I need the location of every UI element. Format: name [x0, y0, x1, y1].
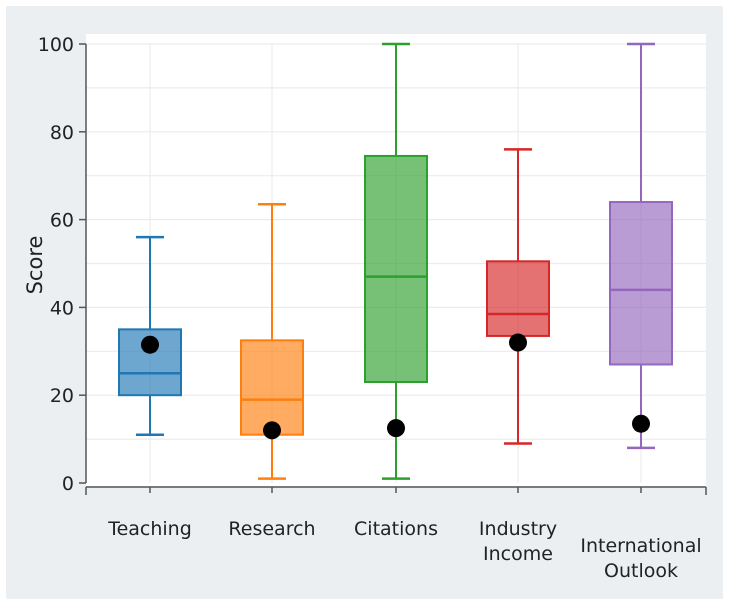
y-tick-label: 80: [50, 122, 74, 144]
highlight-point: [632, 414, 650, 433]
y-axis-label: Score: [23, 236, 47, 295]
category-label: Industry: [479, 518, 557, 540]
box-group: [486, 148, 550, 445]
y-tick-label: 0: [62, 473, 74, 495]
y-tick-label: 100: [38, 34, 74, 56]
highlight-point: [387, 419, 405, 438]
category-label: Research: [228, 518, 315, 540]
y-tick-label: 40: [50, 297, 74, 319]
box-iqr: [609, 201, 673, 366]
category-label: Teaching: [107, 518, 192, 540]
category-label: Income: [483, 543, 553, 565]
category-label: Outlook: [604, 560, 678, 582]
category-label: International: [580, 535, 701, 557]
y-tick-label: 60: [50, 210, 74, 232]
box-iqr: [364, 154, 428, 384]
category-label: Citations: [354, 518, 438, 540]
boxes: [118, 42, 673, 480]
y-tick-label: 20: [50, 385, 74, 407]
highlight-point: [141, 335, 159, 354]
highlight-point: [263, 421, 281, 440]
box-group: [240, 202, 304, 480]
labels: 0 20 40 60 80 100 Teaching Research Citations Ind…: [38, 34, 702, 582]
highlight-point: [509, 333, 527, 352]
axes: [79, 43, 707, 495]
box-iqr: [240, 339, 304, 436]
box-group: [609, 42, 673, 450]
box-iqr: [486, 260, 550, 337]
box-group: [118, 235, 182, 436]
box-group: [364, 42, 428, 480]
